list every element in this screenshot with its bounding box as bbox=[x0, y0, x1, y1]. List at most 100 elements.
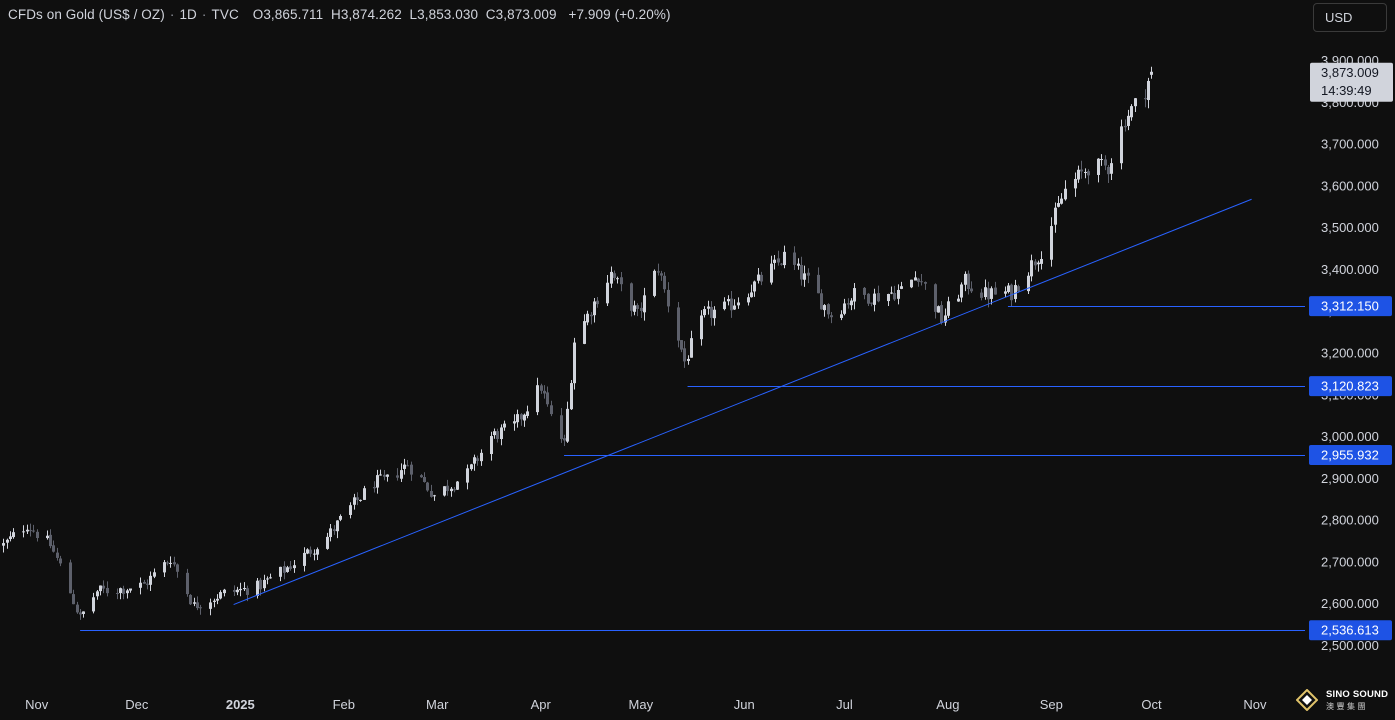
candle-body bbox=[733, 305, 736, 310]
candle bbox=[269, 573, 272, 579]
candle-body bbox=[803, 273, 806, 280]
candle bbox=[657, 263, 660, 276]
level-price-text: 2,536.613 bbox=[1321, 623, 1379, 638]
candle-body bbox=[863, 287, 866, 295]
candle bbox=[687, 355, 690, 365]
candle bbox=[840, 310, 843, 321]
time-tick-label: Sep bbox=[1040, 697, 1063, 712]
candle bbox=[750, 284, 753, 298]
candle bbox=[430, 484, 433, 498]
candle-body bbox=[867, 293, 870, 304]
candle-body bbox=[306, 549, 309, 554]
candle-body bbox=[1040, 258, 1043, 264]
candle-body bbox=[446, 485, 449, 492]
currency-button[interactable]: USD bbox=[1313, 3, 1387, 32]
candle bbox=[897, 284, 900, 305]
candle bbox=[1130, 104, 1133, 121]
candle-body bbox=[353, 497, 356, 505]
level-price-text: 3,312.150 bbox=[1321, 299, 1379, 314]
candle bbox=[707, 300, 710, 315]
candle bbox=[893, 285, 896, 301]
candle bbox=[1060, 193, 1063, 205]
candle bbox=[126, 588, 129, 599]
candle bbox=[349, 502, 352, 519]
candle bbox=[797, 258, 800, 270]
candle bbox=[733, 299, 736, 311]
candle-body bbox=[964, 273, 967, 285]
candle bbox=[937, 305, 940, 313]
candle-body bbox=[349, 505, 352, 515]
candle bbox=[523, 413, 526, 427]
candle-body bbox=[79, 612, 82, 615]
candle-body bbox=[636, 305, 639, 309]
candle-body bbox=[1100, 159, 1103, 161]
candle bbox=[1040, 251, 1043, 270]
candle-body bbox=[400, 470, 403, 479]
candle bbox=[616, 276, 619, 284]
candle-body bbox=[216, 598, 219, 601]
candle-body bbox=[186, 572, 189, 595]
candle-body bbox=[737, 302, 740, 306]
candle bbox=[72, 589, 75, 605]
candle bbox=[630, 282, 633, 317]
candle bbox=[266, 576, 269, 585]
candle bbox=[653, 269, 656, 298]
candle-body bbox=[677, 307, 680, 341]
candle bbox=[1080, 160, 1083, 179]
candle bbox=[1054, 202, 1057, 233]
candle bbox=[403, 458, 406, 475]
candle-body bbox=[289, 566, 292, 569]
candle-body bbox=[356, 497, 359, 501]
interval[interactable]: 1D bbox=[179, 7, 197, 22]
candle-body bbox=[59, 558, 62, 564]
candle bbox=[213, 598, 216, 608]
time-tick-label: Aug bbox=[936, 697, 959, 712]
candle bbox=[353, 493, 356, 510]
candle bbox=[1120, 119, 1123, 170]
candle-body bbox=[987, 288, 990, 300]
symbol-name[interactable]: CFDs on Gold (US$ / OZ) bbox=[8, 7, 165, 22]
candle bbox=[900, 281, 903, 290]
candle-body bbox=[620, 277, 623, 285]
candle bbox=[1124, 119, 1127, 132]
candle bbox=[827, 303, 830, 319]
candle-body bbox=[1120, 126, 1123, 164]
candle-body bbox=[823, 305, 826, 311]
candle bbox=[1150, 66, 1153, 79]
candle bbox=[817, 267, 820, 294]
candle-body bbox=[246, 588, 249, 595]
candle bbox=[146, 579, 149, 590]
candle-body bbox=[616, 278, 619, 280]
candle bbox=[1084, 168, 1087, 179]
candle bbox=[379, 469, 382, 476]
candle bbox=[990, 286, 993, 305]
change-value: +7.909 (+0.20%) bbox=[568, 7, 671, 22]
candle-body bbox=[336, 520, 339, 532]
candle bbox=[757, 267, 760, 284]
candle-body bbox=[893, 292, 896, 300]
candle bbox=[490, 431, 493, 461]
candle bbox=[777, 250, 780, 266]
time-tick-label: Nov bbox=[1243, 697, 1267, 712]
candle-body bbox=[233, 590, 236, 592]
candle bbox=[496, 428, 499, 443]
candle-body bbox=[563, 438, 566, 441]
candle-body bbox=[176, 564, 179, 572]
candle-body bbox=[653, 270, 656, 296]
candle bbox=[259, 577, 262, 596]
candle bbox=[239, 582, 242, 597]
candle bbox=[606, 275, 609, 306]
candle bbox=[186, 568, 189, 597]
candle-body bbox=[667, 289, 670, 307]
candle-body bbox=[49, 534, 52, 547]
candle-body bbox=[96, 591, 99, 597]
high-value: 3,874.262 bbox=[340, 7, 402, 22]
candle-body bbox=[827, 304, 830, 315]
candle bbox=[540, 383, 543, 394]
candle bbox=[76, 601, 79, 614]
candle-body bbox=[116, 592, 119, 594]
candle bbox=[636, 303, 639, 317]
candle bbox=[546, 386, 549, 407]
candle bbox=[723, 297, 726, 311]
